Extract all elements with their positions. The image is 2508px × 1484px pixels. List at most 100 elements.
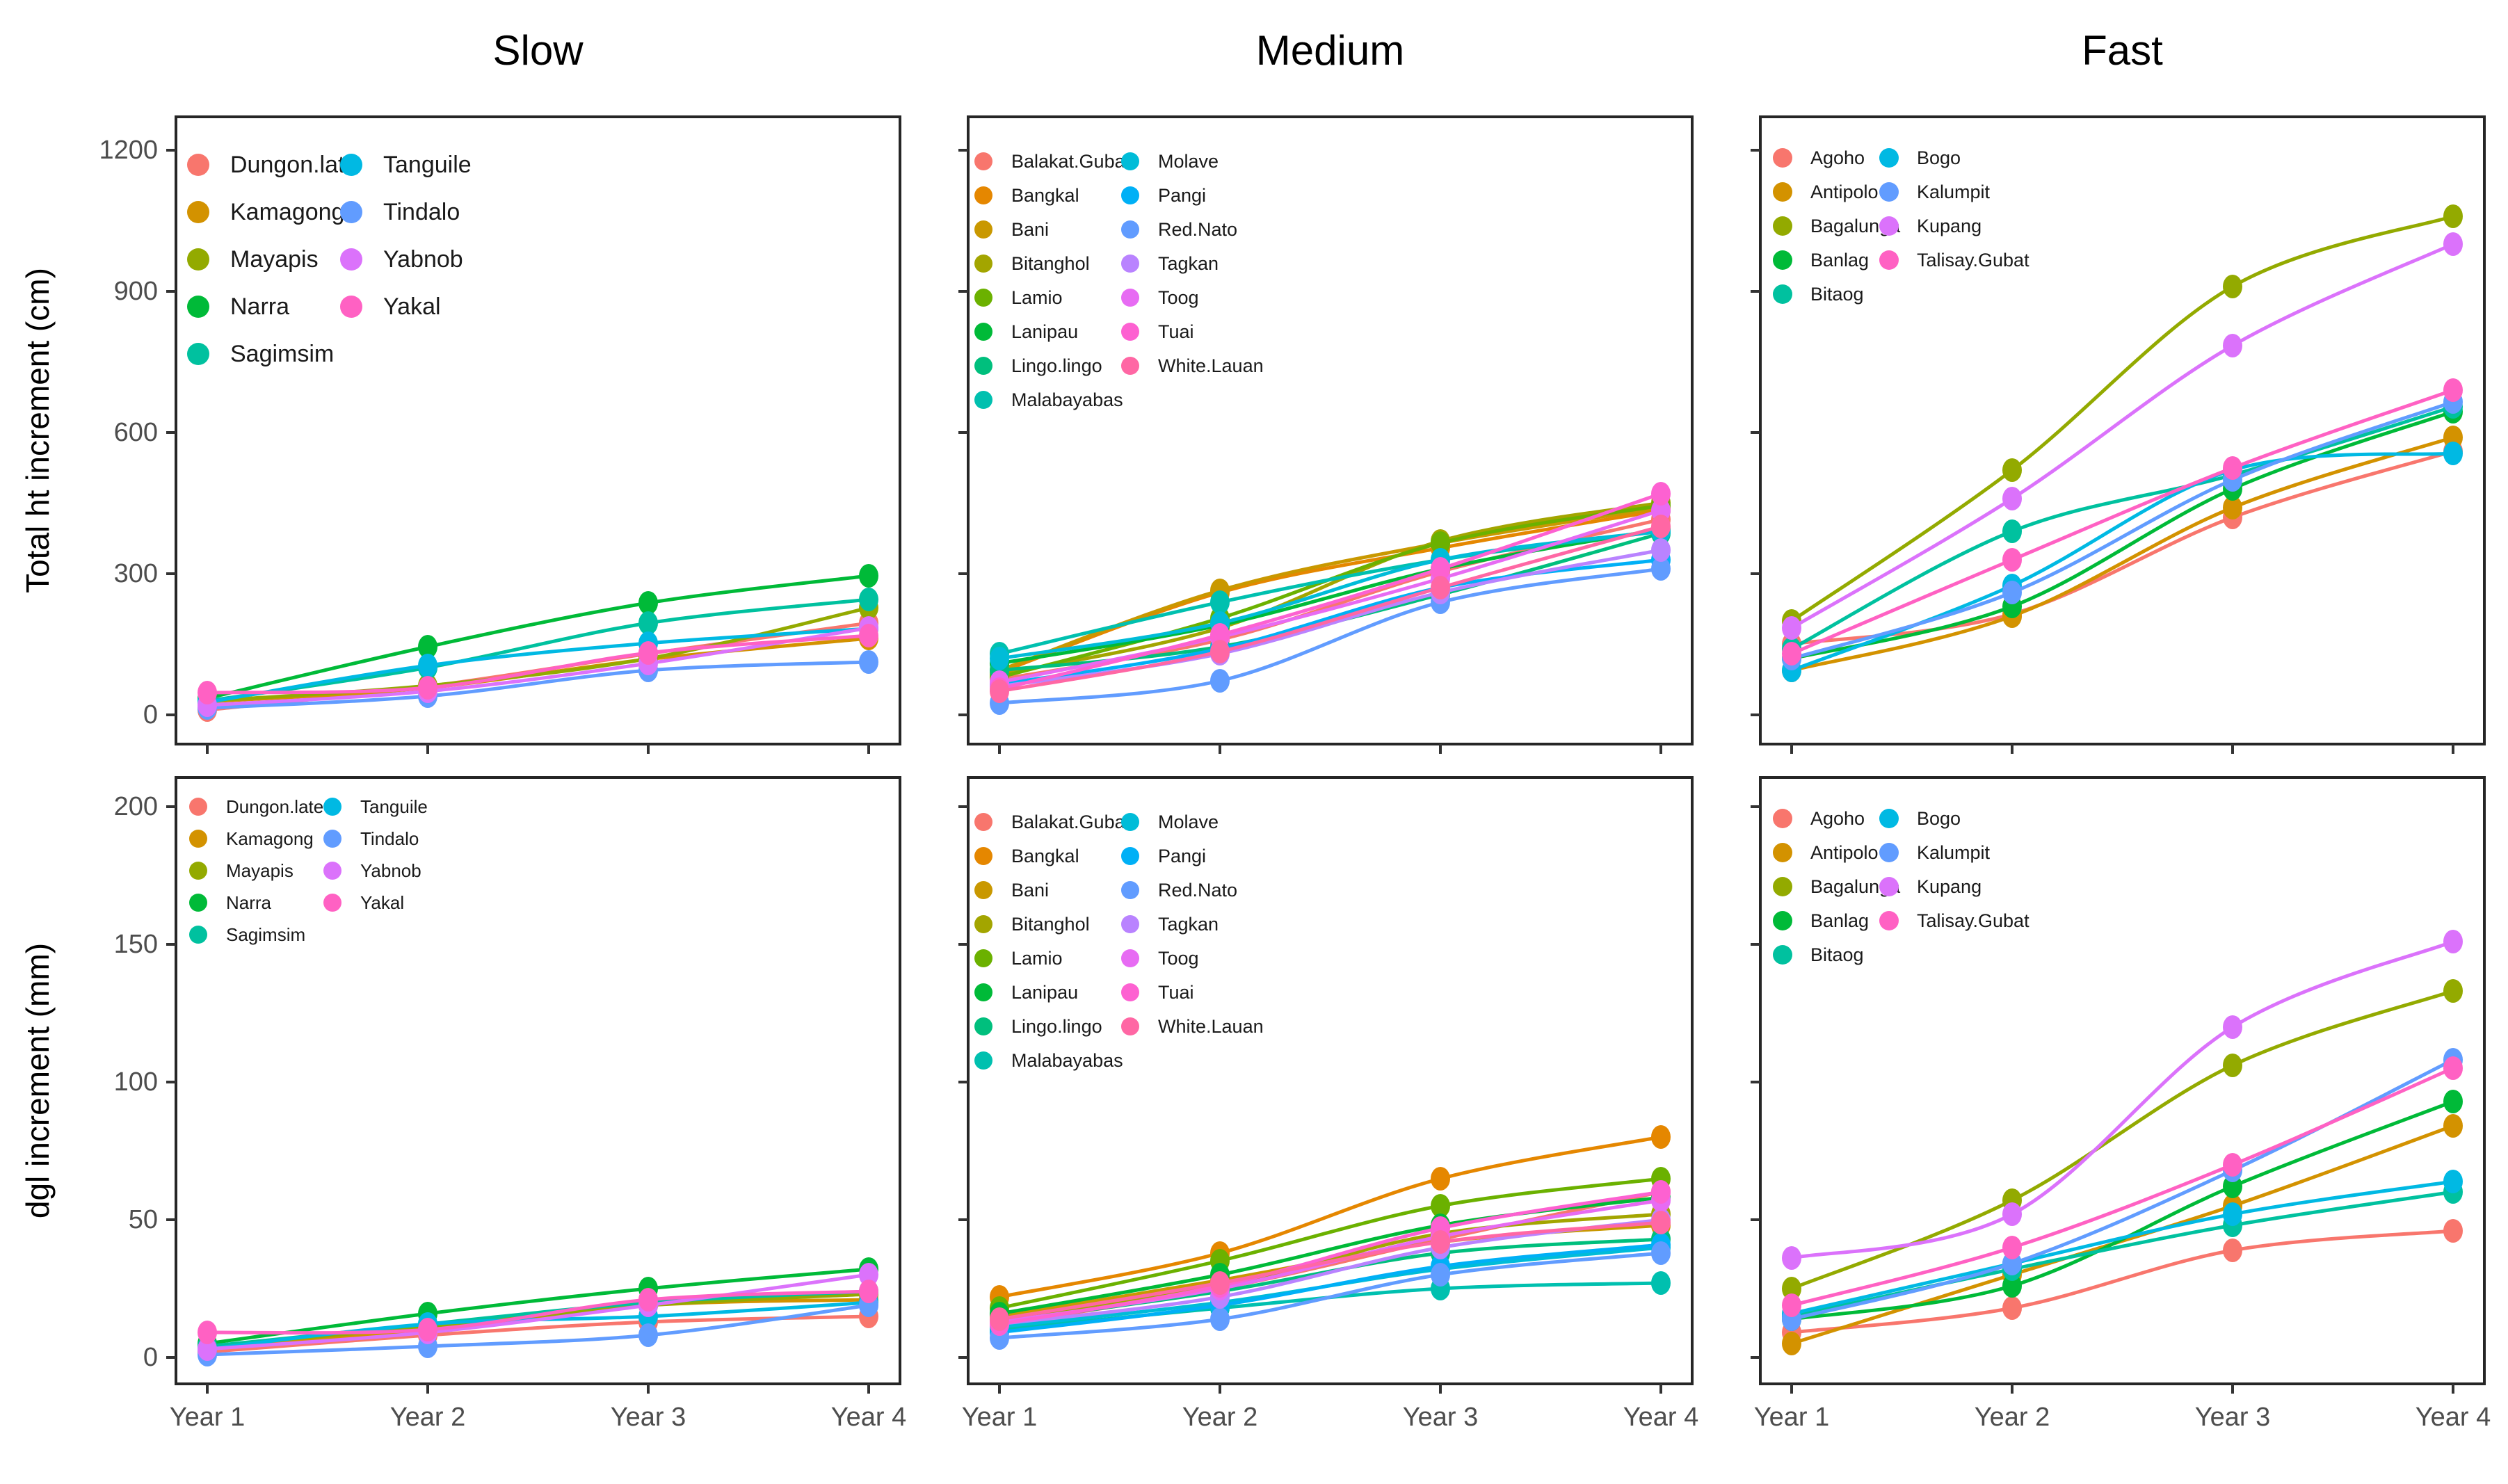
data-point xyxy=(2443,1090,2463,1113)
series-line xyxy=(1790,405,2455,651)
legend-dot xyxy=(187,154,209,176)
y-tick-label: 600 xyxy=(114,418,158,447)
series-line xyxy=(997,1220,1663,1321)
legend-label: Tanguile xyxy=(383,152,472,178)
legend-item-tanguile: Tanguile xyxy=(340,152,472,178)
legend-label: Bogo xyxy=(1917,808,1961,829)
data-point xyxy=(638,591,658,615)
data-point xyxy=(1651,1271,1671,1295)
legend-item-antipolo: Antipolo xyxy=(1773,842,1879,863)
data-point xyxy=(2443,378,2463,402)
data-point xyxy=(2223,1239,2242,1262)
legend-dot xyxy=(1773,945,1792,965)
legend-dot xyxy=(1879,216,1899,236)
data-point xyxy=(1782,1332,1801,1355)
data-point xyxy=(1782,1246,1801,1270)
series-line xyxy=(1790,1066,2455,1307)
legend-label: Bitanghol xyxy=(1011,253,1090,274)
data-point xyxy=(859,1280,878,1303)
legend-dot xyxy=(1121,220,1139,239)
legend-label: Red.Nato xyxy=(1158,219,1237,240)
data-point xyxy=(198,681,217,704)
legend-dot xyxy=(1121,1017,1139,1035)
legend-label: Kamagong xyxy=(230,199,344,225)
facet-title-medium: Medium xyxy=(1255,27,1405,74)
panel-border xyxy=(175,776,901,1385)
data-point xyxy=(2443,442,2463,465)
legend-label: Kalumpit xyxy=(1917,182,1991,202)
data-point xyxy=(859,1263,878,1287)
data-point xyxy=(2002,487,2022,510)
legend-item-bitaog: Bitaog xyxy=(1773,284,1864,305)
legend: AgohoAntipoloBagalungaBanlagBitaogBogoKa… xyxy=(1773,147,2029,305)
legend-dot xyxy=(974,915,992,933)
legend-dot xyxy=(1121,186,1139,204)
series-line xyxy=(997,567,1663,705)
legend: AgohoAntipoloBagalungaBanlagBitaogBogoKa… xyxy=(1773,808,2029,965)
legend-label: Toog xyxy=(1158,287,1199,308)
legend: Dungon.late Kamagong Mayapis Narra Sagimsim T… xyxy=(189,796,428,945)
legend-label: Narra xyxy=(230,293,289,320)
legend-dot xyxy=(974,1051,992,1070)
legend-item-yabnob: Yabnob xyxy=(340,246,463,273)
series-line xyxy=(205,1289,871,1335)
series-line xyxy=(997,558,1663,686)
data-point xyxy=(1431,1167,1450,1191)
legend-dot xyxy=(1121,323,1139,341)
legend-label: Tuai xyxy=(1158,982,1194,1003)
legend: Balakat.Gubat Bangkal Bani Bitanghol Lamio La… xyxy=(974,812,1264,1071)
legend-label: Sagimsim xyxy=(230,341,334,367)
legend-label: Kupang xyxy=(1917,876,1982,897)
legend-item-toog: Toog xyxy=(1121,287,1199,308)
panel-border xyxy=(175,115,901,745)
series-line xyxy=(205,606,871,703)
legend-dot xyxy=(1773,148,1792,168)
x-tick-label: Year 1 xyxy=(170,1403,245,1432)
data-point xyxy=(859,588,878,611)
legend-item-bitanghol: Bitanghol xyxy=(974,914,1090,935)
x-tick-label: Year 4 xyxy=(2415,1403,2491,1432)
legend-dot xyxy=(187,248,209,271)
series-line xyxy=(997,1135,1663,1299)
data-point xyxy=(1431,531,1450,555)
y-tick-label: 900 xyxy=(114,277,158,306)
legend-label: Lanipau xyxy=(1011,982,1078,1003)
legend-item-lanipau: Lanipau xyxy=(974,982,1078,1003)
series-line xyxy=(1790,410,2455,661)
legend-dot xyxy=(1879,148,1899,168)
series-talisay-gubat xyxy=(1782,1056,2463,1317)
legend-dot xyxy=(1121,983,1139,1001)
panel-medium-diameter: Year 1 Year 2 Year 3 Year 4 Balakat.Gubat Ban… xyxy=(958,776,1698,1432)
data-point xyxy=(1782,1293,1801,1317)
data-point xyxy=(638,611,658,635)
legend-label: Lanipau xyxy=(1011,321,1078,342)
legend-item-mayapis: Mayapis xyxy=(187,246,319,273)
legend-dot xyxy=(974,186,992,204)
legend-label: Tuai xyxy=(1158,321,1194,342)
legend-label: Lamio xyxy=(1011,948,1063,969)
y-tick-label: 0 xyxy=(143,1343,158,1372)
series-line xyxy=(997,1243,1663,1334)
data-point xyxy=(638,1323,658,1347)
legend-item-dungon-late: Dungon.late xyxy=(189,796,323,817)
data-point xyxy=(2223,496,2242,519)
legend-dot xyxy=(974,813,992,831)
legend-label: Antipolo xyxy=(1810,182,1879,202)
y-axis-title-height: Total ht increment (cm) xyxy=(19,268,56,593)
x-tick-label: Year 2 xyxy=(1975,1403,2050,1432)
legend-dot xyxy=(974,289,992,307)
data-point xyxy=(1651,482,1671,506)
x-tick-label: Year 1 xyxy=(1754,1403,1829,1432)
legend-item-agoho: Agoho xyxy=(1773,147,1865,168)
legend-label: Yabnob xyxy=(360,860,421,881)
legend-item-lamio: Lamio xyxy=(974,287,1063,308)
legend-dot xyxy=(1879,843,1899,862)
y-tick-label: 300 xyxy=(114,559,158,588)
legend-item-pangi: Pangi xyxy=(1121,846,1206,866)
y-tick-label: 100 xyxy=(114,1067,158,1097)
data-point xyxy=(2002,1236,2022,1259)
legend-item-lingo-lingo: Lingo.lingo xyxy=(974,1016,1102,1037)
series-line xyxy=(997,506,1663,672)
legend-label: Bangkal xyxy=(1011,846,1079,866)
